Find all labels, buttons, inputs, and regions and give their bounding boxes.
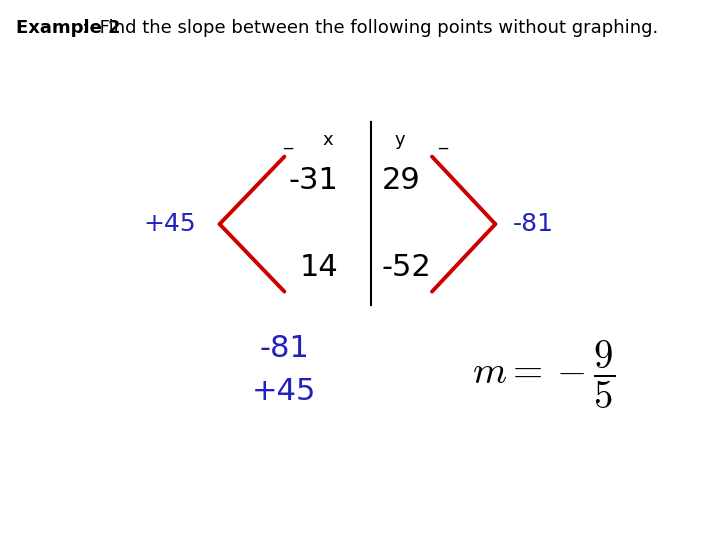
Text: 14: 14: [300, 253, 338, 282]
Text: -81: -81: [259, 334, 310, 363]
Text: :  Find the slope between the following points without graphing.: : Find the slope between the following p…: [82, 19, 658, 37]
Text: x: x: [323, 131, 333, 150]
Text: -52: -52: [382, 253, 431, 282]
Text: $m = -\dfrac{9}{5}$: $m = -\dfrac{9}{5}$: [472, 339, 616, 411]
Text: -31: -31: [289, 166, 338, 195]
Text: Example 2: Example 2: [16, 19, 120, 37]
Text: -81: -81: [513, 212, 553, 236]
Text: 29: 29: [382, 166, 420, 195]
Text: _: _: [438, 131, 447, 150]
Text: y: y: [395, 131, 405, 150]
Text: +45: +45: [143, 212, 196, 236]
Text: +45: +45: [252, 377, 317, 406]
Text: _: _: [284, 131, 292, 150]
